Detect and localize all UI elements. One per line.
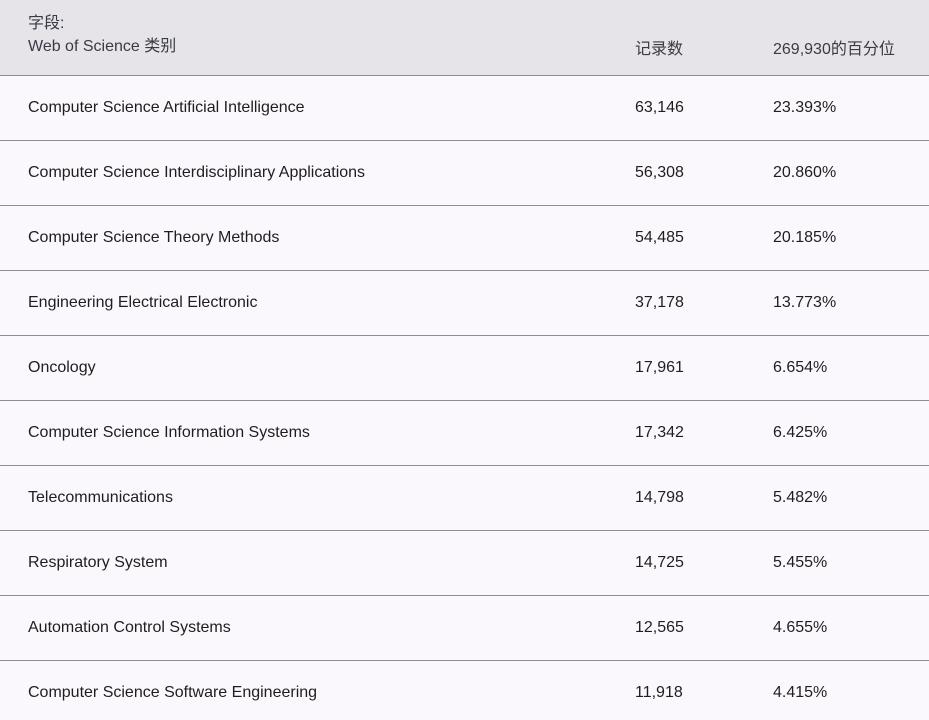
category-cell: Respiratory System — [28, 554, 168, 571]
record-count-column-header[interactable]: 记录数 — [635, 41, 684, 58]
category-cell: Computer Science Information Systems — [28, 424, 310, 441]
category-cell: Computer Science Theory Methods — [28, 229, 280, 246]
percent-cell: 4.415% — [773, 684, 828, 701]
percent-cell: 6.425% — [773, 424, 828, 441]
count-cell: 17,961 — [635, 359, 684, 376]
field-label: 字段: — [28, 15, 65, 32]
wos-category-label: Web of Science 类别 — [28, 38, 177, 55]
table-row[interactable]: Computer Science Software Engineering 11… — [0, 661, 929, 720]
category-cell: Computer Science Software Engineering — [28, 684, 318, 701]
percent-cell: 23.393% — [773, 99, 837, 116]
category-cell: Computer Science Artificial Intelligence — [28, 99, 305, 116]
table-row[interactable]: Respiratory System 14,725 5.455% — [0, 531, 929, 596]
percent-column-header[interactable]: 269,930的百分位 — [773, 41, 895, 58]
table-row[interactable]: Oncology 17,961 6.654% — [0, 336, 929, 401]
table-row[interactable]: Automation Control Systems 12,565 4.655% — [0, 596, 929, 661]
table-row[interactable]: Engineering Electrical Electronic 37,178… — [0, 271, 929, 336]
percent-cell: 4.655% — [773, 619, 828, 636]
percent-cell: 6.654% — [773, 359, 828, 376]
count-cell: 11,918 — [635, 684, 683, 701]
table-row[interactable]: Computer Science Artificial Intelligence… — [0, 76, 929, 141]
category-cell: Telecommunications — [28, 489, 173, 506]
count-cell: 63,146 — [635, 99, 684, 116]
percent-cell: 20.185% — [773, 229, 837, 246]
table-body: Computer Science Artificial Intelligence… — [0, 76, 929, 720]
count-cell: 37,178 — [635, 294, 684, 311]
count-cell: 54,485 — [635, 229, 684, 246]
category-cell: Engineering Electrical Electronic — [28, 294, 258, 311]
count-cell: 12,565 — [635, 619, 684, 636]
count-cell: 56,308 — [635, 164, 684, 181]
count-cell: 17,342 — [635, 424, 684, 441]
category-cell: Automation Control Systems — [28, 619, 231, 636]
table-row[interactable]: Computer Science Information Systems 17,… — [0, 401, 929, 466]
count-cell: 14,798 — [635, 489, 684, 506]
percent-cell: 5.482% — [773, 489, 828, 506]
percent-cell: 5.455% — [773, 554, 828, 571]
category-cell: Oncology — [28, 359, 96, 376]
percent-cell: 20.860% — [773, 164, 837, 181]
count-cell: 14,725 — [635, 554, 684, 571]
table-row[interactable]: Telecommunications 14,798 5.482% — [0, 466, 929, 531]
field-column-header[interactable]: 字段: Web of Science 类别 — [28, 12, 176, 58]
table-header: 字段: Web of Science 类别 记录数 269,930的百分位 — [0, 0, 929, 76]
table-row[interactable]: Computer Science Interdisciplinary Appli… — [0, 141, 929, 206]
percent-cell: 13.773% — [773, 294, 837, 311]
category-cell: Computer Science Interdisciplinary Appli… — [28, 164, 366, 181]
table-row[interactable]: Computer Science Theory Methods 54,485 2… — [0, 206, 929, 271]
